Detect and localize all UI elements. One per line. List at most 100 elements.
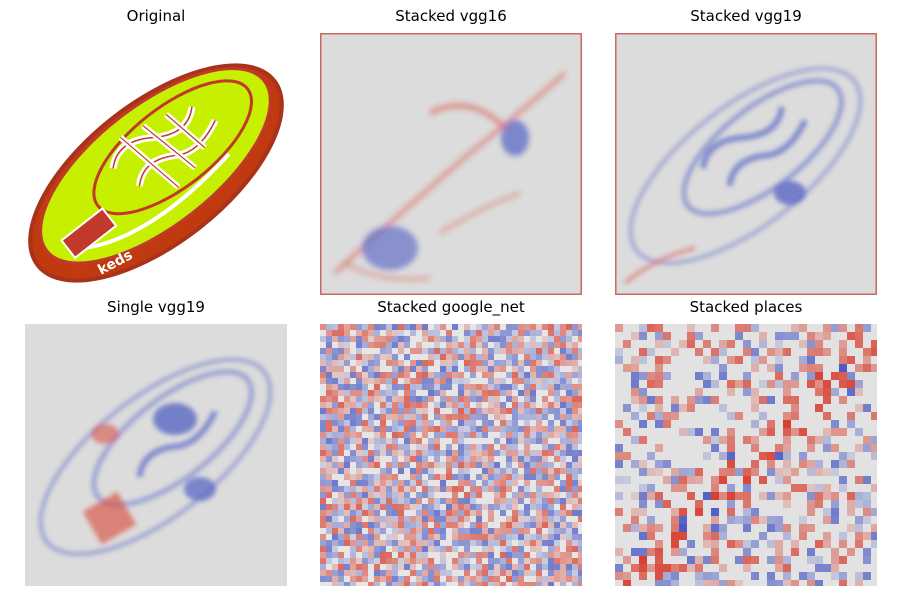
saliency-cell xyxy=(356,570,362,576)
saliency-cell xyxy=(578,336,582,342)
saliency-cell xyxy=(368,522,374,528)
saliency-cell xyxy=(350,528,356,534)
panel-title: Stacked vgg19 xyxy=(690,7,802,25)
saliency-cell xyxy=(663,372,671,380)
saliency-cell xyxy=(655,540,663,548)
saliency-cell xyxy=(386,384,392,390)
saliency-cell xyxy=(735,492,743,500)
saliency-cell xyxy=(631,548,639,556)
saliency-cell xyxy=(775,540,783,548)
saliency-cell xyxy=(518,366,524,372)
saliency-cell xyxy=(476,492,482,498)
saliency-cell xyxy=(464,570,470,576)
saliency-cell xyxy=(350,426,356,432)
saliency-cell xyxy=(392,384,398,390)
saliency-cell xyxy=(807,500,815,508)
saliency-cell xyxy=(572,324,578,330)
saliency-cell xyxy=(488,330,494,336)
saliency-cell xyxy=(791,332,799,340)
saliency-cell xyxy=(671,404,679,412)
saliency-cell xyxy=(380,474,386,480)
saliency-cell xyxy=(560,336,566,342)
saliency-cell xyxy=(428,510,434,516)
saliency-cell xyxy=(320,546,326,552)
saliency-cell xyxy=(326,408,332,414)
saliency-cell xyxy=(446,570,452,576)
saliency-cell xyxy=(458,474,464,480)
saliency-cell xyxy=(871,484,877,492)
saliency-cell xyxy=(823,468,831,476)
saliency-cell xyxy=(452,528,458,534)
saliency-cell xyxy=(719,564,727,572)
saliency-cell xyxy=(687,556,695,564)
saliency-cell xyxy=(332,528,338,534)
saliency-cell xyxy=(572,408,578,414)
saliency-cell xyxy=(799,324,807,332)
saliency-cell xyxy=(464,378,470,384)
saliency-cell xyxy=(458,576,464,582)
saliency-cell xyxy=(823,444,831,452)
saliency-cell xyxy=(374,540,380,546)
saliency-cell xyxy=(839,476,847,484)
saliency-cell xyxy=(871,436,877,444)
saliency-cell xyxy=(727,508,735,516)
saliency-cell xyxy=(542,432,548,438)
saliency-cell xyxy=(482,408,488,414)
saliency-cell xyxy=(392,498,398,504)
saliency-cell xyxy=(554,384,560,390)
saliency-cell xyxy=(398,582,404,586)
saliency-cell xyxy=(759,476,767,484)
saliency-cell xyxy=(855,492,863,500)
saliency-cell xyxy=(671,548,679,556)
saliency-cell xyxy=(344,564,350,570)
saliency-cell xyxy=(518,432,524,438)
saliency-cell xyxy=(320,402,326,408)
saliency-cell xyxy=(783,412,791,420)
saliency-cell xyxy=(470,426,476,432)
saliency-cell xyxy=(338,336,344,342)
saliency-cell xyxy=(458,462,464,468)
saliency-cell xyxy=(647,348,655,356)
saliency-cell xyxy=(512,396,518,402)
saliency-cell xyxy=(368,354,374,360)
saliency-cell xyxy=(863,404,871,412)
saliency-cell xyxy=(542,564,548,570)
saliency-cell xyxy=(356,558,362,564)
saliency-cell xyxy=(404,558,410,564)
saliency-cell xyxy=(560,480,566,486)
saliency-cell xyxy=(578,348,582,354)
saliency-cell xyxy=(380,492,386,498)
saliency-cell xyxy=(392,558,398,564)
saliency-cell xyxy=(428,462,434,468)
saliency-cell xyxy=(338,360,344,366)
saliency-cell xyxy=(392,366,398,372)
saliency-cell xyxy=(566,426,572,432)
saliency-cell xyxy=(548,528,554,534)
saliency-cell xyxy=(428,372,434,378)
saliency-cell xyxy=(823,380,831,388)
saliency-cell xyxy=(488,372,494,378)
saliency-cell xyxy=(554,510,560,516)
saliency-cell xyxy=(434,510,440,516)
saliency-cell xyxy=(623,524,631,532)
saliency-cell xyxy=(727,444,735,452)
saliency-cell xyxy=(815,340,823,348)
saliency-cell xyxy=(512,480,518,486)
saliency-cell xyxy=(506,372,512,378)
saliency-cell xyxy=(338,450,344,456)
saliency-cell xyxy=(350,420,356,426)
saliency-cell xyxy=(326,480,332,486)
saliency-cell xyxy=(703,380,711,388)
saliency-cell xyxy=(482,360,488,366)
saliency-cell xyxy=(663,420,671,428)
saliency-cell xyxy=(434,354,440,360)
saliency-cell xyxy=(639,460,647,468)
saliency-cell xyxy=(512,564,518,570)
saliency-cell xyxy=(572,576,578,582)
saliency-cell xyxy=(759,428,767,436)
saliency-cell xyxy=(338,390,344,396)
saliency-cell xyxy=(839,396,847,404)
saliency-cell xyxy=(428,468,434,474)
saliency-cell xyxy=(440,324,446,330)
saliency-cell xyxy=(464,426,470,432)
